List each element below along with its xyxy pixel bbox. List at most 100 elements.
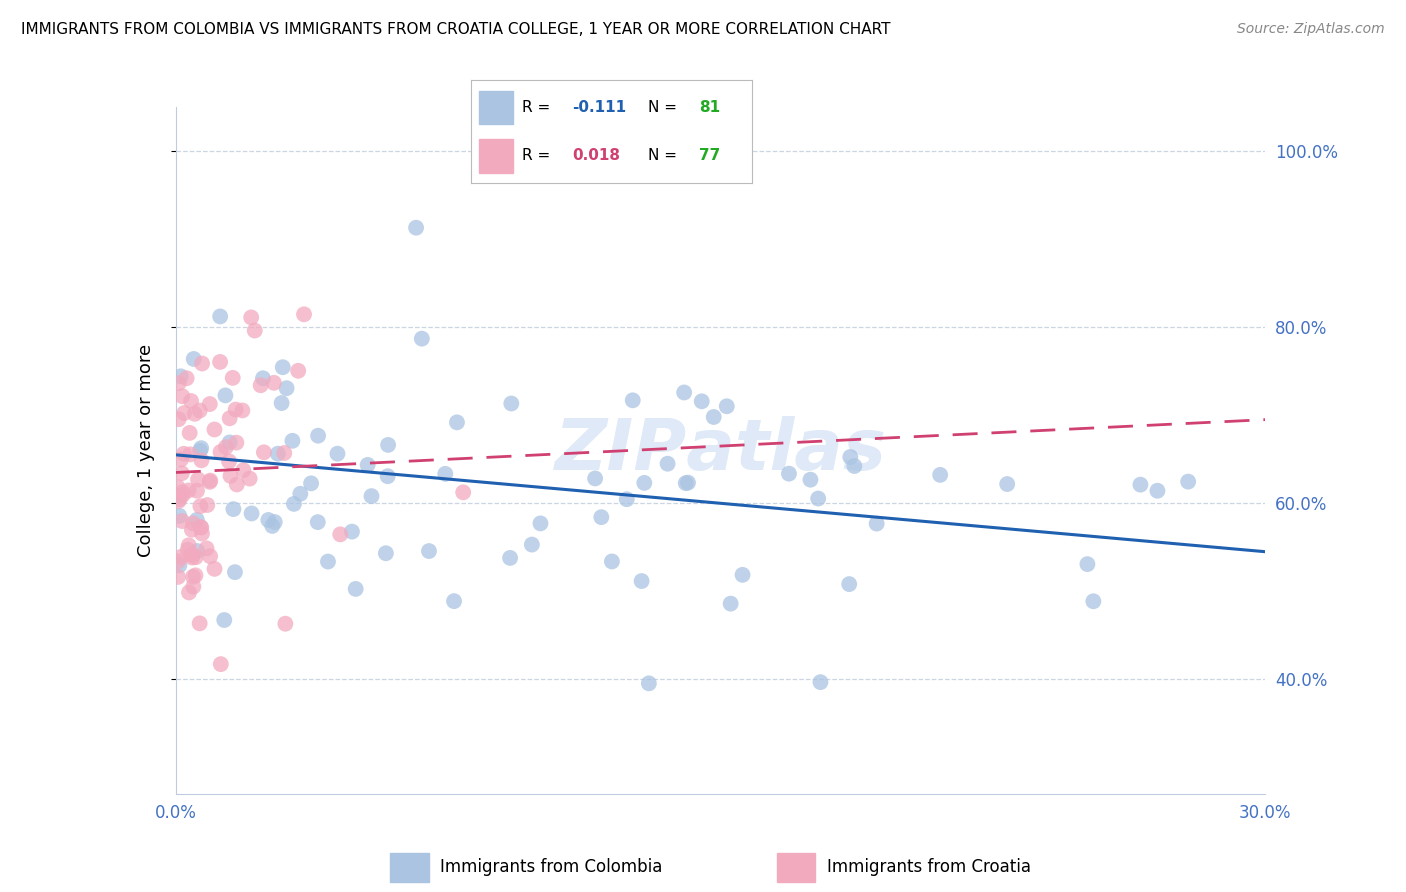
Point [176, 371, 198, 385]
Text: N =: N = [648, 148, 678, 162]
Point [180, 523, 202, 537]
Point [621, 393, 644, 408]
Point [583, 471, 606, 485]
Point [360, 489, 382, 503]
Point [200, 474, 222, 488]
Point [344, 582, 367, 596]
Point [838, 577, 860, 591]
Point [180, 394, 202, 409]
Point [520, 538, 543, 552]
Point [274, 616, 297, 631]
Point [1083, 594, 1105, 608]
Point [276, 381, 298, 395]
Point [177, 585, 200, 599]
Point [1177, 475, 1199, 489]
Point [177, 483, 200, 498]
Point [177, 538, 200, 552]
Point [184, 568, 207, 582]
Point [240, 507, 263, 521]
Point [209, 355, 232, 369]
Point [405, 220, 427, 235]
Point [183, 580, 205, 594]
Point [167, 376, 190, 391]
Point [224, 565, 246, 579]
Point [188, 616, 211, 631]
Point [799, 473, 821, 487]
Point [1076, 557, 1098, 571]
Point [188, 443, 211, 458]
Point [307, 515, 329, 529]
Point [240, 310, 263, 325]
Text: N =: N = [648, 101, 678, 115]
Point [446, 415, 468, 429]
Point [273, 446, 295, 460]
Point [616, 492, 638, 507]
Point [591, 510, 613, 524]
Point [186, 544, 208, 558]
Point [529, 516, 551, 531]
Point [411, 332, 433, 346]
Point [690, 394, 713, 409]
Point [263, 515, 285, 529]
Point [703, 409, 725, 424]
Point [218, 435, 240, 450]
Point [169, 492, 191, 507]
Point [287, 364, 309, 378]
Point [810, 675, 832, 690]
Point [225, 435, 247, 450]
Point [716, 399, 738, 413]
Point [181, 548, 204, 562]
Point [316, 555, 339, 569]
Point [630, 574, 652, 588]
Text: ZIP​atlas: ZIP​atlas [554, 416, 887, 485]
Point [675, 476, 697, 491]
Point [184, 407, 207, 421]
Point [169, 558, 191, 573]
Point [186, 483, 208, 498]
Point [167, 412, 190, 426]
Point [214, 388, 236, 402]
Point [173, 447, 195, 461]
Point [633, 475, 655, 490]
Point [190, 453, 212, 467]
Text: -0.111: -0.111 [572, 101, 626, 115]
Point [451, 485, 474, 500]
Point [281, 434, 304, 448]
Point [257, 513, 280, 527]
Point [198, 549, 221, 564]
Point [212, 613, 235, 627]
Point [222, 502, 245, 516]
Text: IMMIGRANTS FROM COLOMBIA VS IMMIGRANTS FROM CROATIA COLLEGE, 1 YEAR OR MORE CORR: IMMIGRANTS FROM COLOMBIA VS IMMIGRANTS F… [21, 22, 890, 37]
Text: 77: 77 [699, 148, 720, 162]
Point [263, 376, 285, 390]
Point [186, 513, 208, 527]
Point [929, 467, 952, 482]
Point [172, 487, 194, 501]
Point [209, 310, 232, 324]
Point [731, 567, 754, 582]
Point [184, 550, 207, 565]
Point [209, 445, 232, 459]
Point [167, 570, 190, 584]
Point [167, 494, 190, 508]
Point [676, 475, 699, 490]
Point [374, 546, 396, 560]
Point [180, 548, 202, 562]
Point [183, 351, 205, 366]
Point [170, 466, 193, 480]
Point [166, 480, 188, 494]
Bar [479, 139, 513, 173]
Point [418, 544, 440, 558]
Point [720, 597, 742, 611]
Y-axis label: College, 1 year or more: College, 1 year or more [136, 344, 155, 557]
Point [179, 425, 201, 440]
Point [170, 514, 193, 528]
Point [190, 499, 212, 513]
Point [778, 467, 800, 481]
Point [270, 396, 292, 410]
Point [219, 469, 242, 483]
Point [198, 475, 221, 489]
Bar [778, 854, 815, 881]
Point [222, 371, 245, 385]
Bar [479, 91, 513, 124]
